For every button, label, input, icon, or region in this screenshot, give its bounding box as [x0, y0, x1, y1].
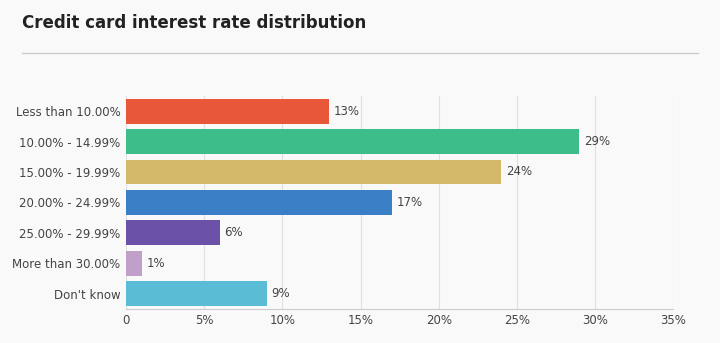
Bar	[126, 220, 220, 245]
Text: 9%: 9%	[271, 287, 290, 300]
Text: 6%: 6%	[225, 226, 243, 239]
Text: 1%: 1%	[146, 257, 165, 270]
Bar	[126, 129, 580, 154]
Bar	[126, 159, 501, 185]
Bar	[126, 190, 392, 215]
Text: 13%: 13%	[334, 105, 360, 118]
Text: Credit card interest rate distribution: Credit card interest rate distribution	[22, 14, 366, 32]
Text: 24%: 24%	[506, 165, 532, 178]
Bar	[126, 281, 266, 306]
Text: 29%: 29%	[584, 135, 611, 148]
Bar	[126, 99, 329, 124]
Text: 17%: 17%	[397, 196, 423, 209]
Bar	[126, 251, 142, 275]
